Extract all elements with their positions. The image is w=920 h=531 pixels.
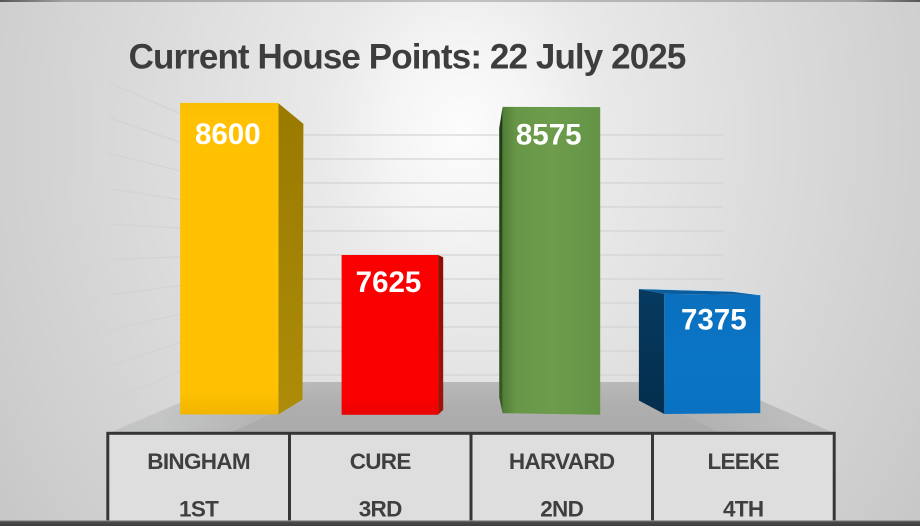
svg-text:8575: 8575 bbox=[516, 119, 582, 152]
svg-text:1ST: 1ST bbox=[179, 497, 219, 522]
svg-text:CURE: CURE bbox=[350, 449, 412, 474]
svg-text:3RD: 3RD bbox=[359, 497, 402, 522]
svg-text:HARVARD: HARVARD bbox=[509, 449, 615, 474]
svg-text:7625: 7625 bbox=[356, 266, 422, 299]
svg-text:4TH: 4TH bbox=[723, 497, 763, 522]
svg-text:BINGHAM: BINGHAM bbox=[147, 449, 250, 474]
svg-text:Current House Points: 22 July: Current House Points: 22 July 2025 bbox=[129, 38, 686, 77]
svg-text:7375: 7375 bbox=[681, 303, 747, 336]
svg-text:LEEKE: LEEKE bbox=[707, 449, 779, 474]
svg-text:8600: 8600 bbox=[195, 118, 261, 151]
svg-text:2ND: 2ND bbox=[540, 497, 583, 522]
